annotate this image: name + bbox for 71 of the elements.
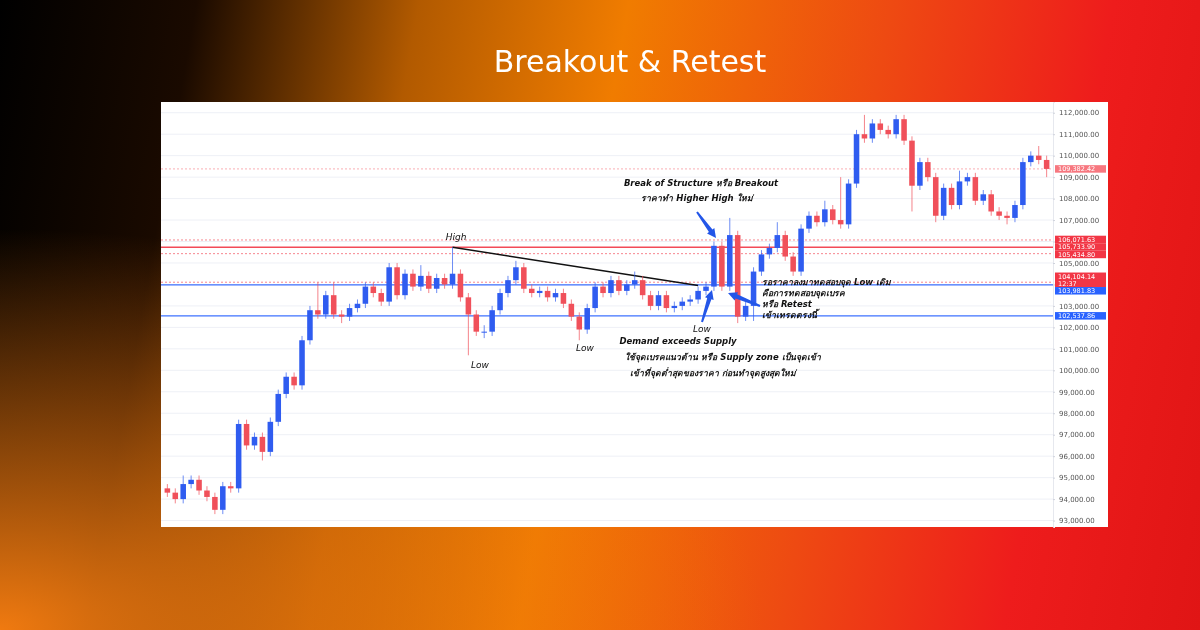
candlestick	[972, 172, 979, 206]
annotation: เข้าที่จุดต่ำสุดของราคา ก่อนทำจุดสูงสุดใหม่	[630, 367, 798, 379]
annotation: Low	[693, 324, 712, 334]
candlestick	[956, 170, 963, 210]
candlestick	[695, 286, 701, 305]
candlestick	[283, 371, 289, 399]
candlestick	[822, 200, 828, 227]
candlestick	[188, 474, 194, 489]
candlestick	[315, 281, 321, 320]
candlestick	[212, 492, 218, 515]
candlestick	[988, 189, 994, 217]
candlestick	[663, 290, 670, 313]
candlestick	[433, 273, 440, 294]
candlestick	[196, 474, 202, 496]
candlestick	[758, 249, 765, 277]
annotation: High	[445, 232, 467, 242]
candlestick	[410, 268, 416, 292]
annotation: Low	[576, 343, 595, 353]
candlestick	[782, 230, 789, 262]
candlestick	[402, 268, 408, 300]
annotation: คือการทดสอบจุดเบรค	[762, 288, 846, 299]
candlestick	[505, 275, 511, 298]
candlestick	[655, 290, 662, 311]
candlestick	[204, 485, 210, 502]
candlestick	[489, 305, 495, 337]
candlestick	[425, 271, 432, 294]
candlestick	[560, 288, 567, 309]
candlestick	[592, 281, 598, 313]
candlestick	[774, 221, 781, 253]
candlestick	[323, 290, 329, 320]
candlestick	[180, 474, 186, 504]
candlestick	[418, 264, 424, 292]
candlestick	[639, 275, 646, 300]
candlestick	[893, 114, 899, 139]
annotation: Demand exceeds Supply	[619, 336, 738, 346]
candlestick	[465, 292, 472, 356]
candlestick	[600, 281, 606, 298]
candlestick	[568, 298, 575, 322]
annotation: หรือ Retest	[762, 299, 813, 309]
candlestick	[291, 371, 297, 391]
candlestick	[742, 301, 749, 322]
candlestick	[790, 251, 796, 277]
annotation: Low	[471, 360, 490, 370]
candlestick	[513, 260, 519, 285]
annotation: ราคาทำ Higher High ใหม่	[641, 193, 755, 203]
candlestick	[1012, 200, 1018, 223]
candlestick	[869, 118, 876, 144]
candlestick	[584, 303, 590, 335]
candlestick	[330, 281, 337, 320]
candlestick	[901, 114, 907, 146]
candlestick	[814, 210, 820, 227]
candlestick	[608, 275, 614, 298]
candlestick	[497, 288, 503, 315]
candlestick	[806, 210, 812, 234]
candlestick	[829, 204, 836, 225]
chart-title: Breakout & Retest	[493, 44, 767, 79]
candlestick	[521, 262, 527, 294]
candlestick	[616, 275, 622, 296]
candlestick	[1043, 155, 1050, 178]
candlestick	[1004, 210, 1010, 225]
candlestick	[576, 311, 583, 341]
candlestick	[703, 281, 709, 296]
candlestick	[647, 290, 654, 311]
candlestick	[917, 157, 923, 191]
candlestick	[996, 206, 1002, 221]
candlestick	[220, 481, 226, 515]
candlestick	[925, 157, 931, 182]
candlestick	[259, 432, 266, 461]
annotation: Break of Structure หรือ Breakout	[623, 178, 780, 188]
candlestick	[481, 324, 487, 339]
annotation: ใช้จุดเบรคแนวต้าน หรือ Supply zone เป็นจุดเข้า	[625, 351, 822, 363]
